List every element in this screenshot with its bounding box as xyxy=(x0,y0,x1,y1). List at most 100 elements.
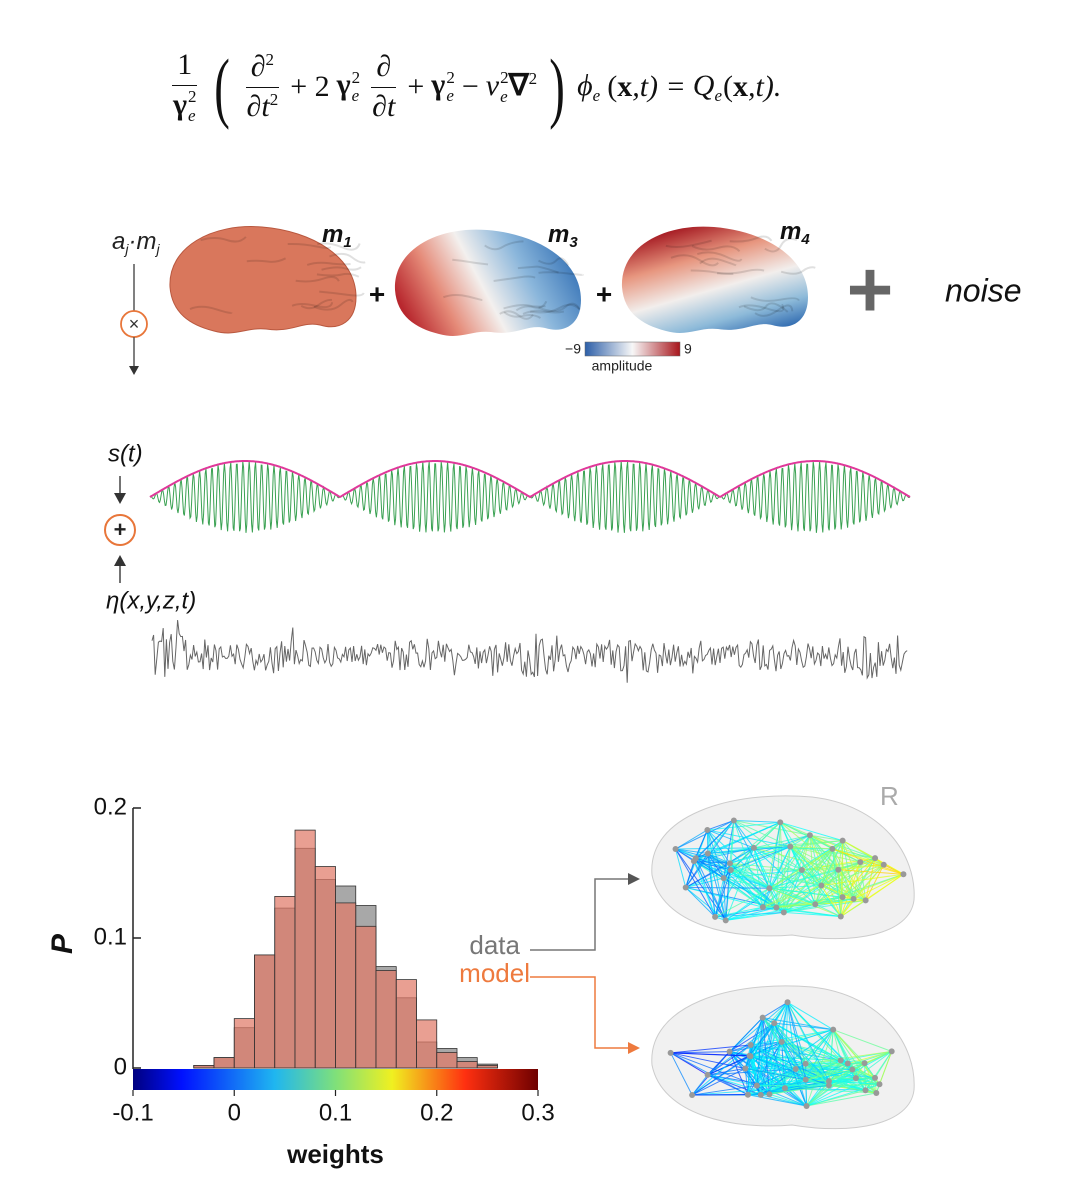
symbol: ϕ xyxy=(577,68,593,102)
edge xyxy=(693,860,731,864)
gyrus xyxy=(738,303,785,313)
edge xyxy=(762,1017,786,1089)
bar xyxy=(416,1019,438,1069)
edge xyxy=(815,864,884,905)
gyrus xyxy=(699,257,737,267)
symbol: γ xyxy=(173,87,188,121)
edge xyxy=(725,907,777,921)
edge xyxy=(821,873,904,886)
edge xyxy=(831,848,844,898)
subscript: j xyxy=(123,241,129,257)
edge xyxy=(855,1051,892,1079)
bar xyxy=(456,1061,478,1069)
legend-model: model xyxy=(459,958,530,988)
node xyxy=(746,1052,753,1059)
node xyxy=(773,904,780,911)
edge xyxy=(773,1023,808,1107)
edge xyxy=(773,1022,830,1086)
edge xyxy=(723,877,770,889)
edge xyxy=(775,822,781,908)
subscript: j xyxy=(154,241,160,257)
edge xyxy=(805,1079,808,1107)
edge xyxy=(756,1029,834,1086)
edge xyxy=(675,848,695,862)
symbol: a xyxy=(112,228,125,255)
args: (x,t) = xyxy=(607,70,686,104)
edge xyxy=(762,1001,788,1019)
plus-sign: + xyxy=(369,278,385,309)
gyrus xyxy=(530,303,580,314)
edge xyxy=(879,1051,893,1085)
edge xyxy=(729,846,791,864)
bar xyxy=(294,829,316,1069)
edge xyxy=(685,869,732,888)
gyrus xyxy=(697,251,743,262)
edge xyxy=(695,857,727,921)
edge xyxy=(852,1069,880,1085)
sup: 2 xyxy=(500,68,509,88)
edge xyxy=(729,1051,750,1057)
mode-label: m3 xyxy=(548,221,578,251)
node xyxy=(744,1091,751,1098)
edge xyxy=(675,848,716,918)
node xyxy=(757,1091,764,1098)
node xyxy=(871,1074,878,1081)
edge xyxy=(838,869,904,875)
edge xyxy=(747,1023,775,1095)
edge xyxy=(675,848,732,871)
edge xyxy=(670,1052,750,1057)
edge xyxy=(842,840,861,863)
connector xyxy=(530,878,630,951)
gyrus xyxy=(538,302,581,313)
gyri xyxy=(189,235,816,320)
edge xyxy=(729,1022,775,1053)
edge xyxy=(780,821,833,850)
gyrus xyxy=(750,296,800,302)
node xyxy=(839,894,846,901)
edge xyxy=(820,885,842,917)
operator: + xyxy=(407,70,425,103)
node xyxy=(727,866,734,873)
sup: 2 xyxy=(265,50,275,69)
symbol: ·m xyxy=(128,228,156,255)
gyrus xyxy=(522,309,565,315)
numerator: 1 xyxy=(172,48,198,86)
gyrus xyxy=(317,242,361,251)
edge xyxy=(747,1079,806,1096)
sub: e xyxy=(714,85,722,105)
edge xyxy=(814,857,876,905)
edge xyxy=(685,887,716,918)
multiply-sign: × xyxy=(129,314,140,334)
node xyxy=(825,1082,832,1089)
symbol: m xyxy=(548,221,569,248)
node xyxy=(849,1066,856,1073)
gyrus xyxy=(313,298,354,311)
node xyxy=(876,1081,883,1088)
x-tick-label: 0 xyxy=(228,1099,241,1126)
edge xyxy=(814,869,839,905)
x-tick-label: 0.1 xyxy=(319,1099,352,1126)
edge xyxy=(706,829,725,879)
edge xyxy=(760,1023,775,1095)
edge xyxy=(762,1017,770,1095)
edge xyxy=(725,887,770,921)
edge xyxy=(753,834,810,849)
gyrus xyxy=(780,266,816,275)
edge xyxy=(729,862,822,886)
denominator: ∂t xyxy=(372,89,396,123)
node xyxy=(720,875,727,882)
gyrus xyxy=(503,303,546,310)
sub: e xyxy=(500,86,508,106)
edge xyxy=(762,1017,834,1031)
edge xyxy=(805,1029,834,1080)
sup: 2 xyxy=(269,89,279,109)
edge xyxy=(773,1022,807,1080)
edge xyxy=(780,821,843,842)
edge xyxy=(828,1029,834,1086)
sup: 2 xyxy=(528,68,538,88)
bar xyxy=(476,1065,498,1069)
